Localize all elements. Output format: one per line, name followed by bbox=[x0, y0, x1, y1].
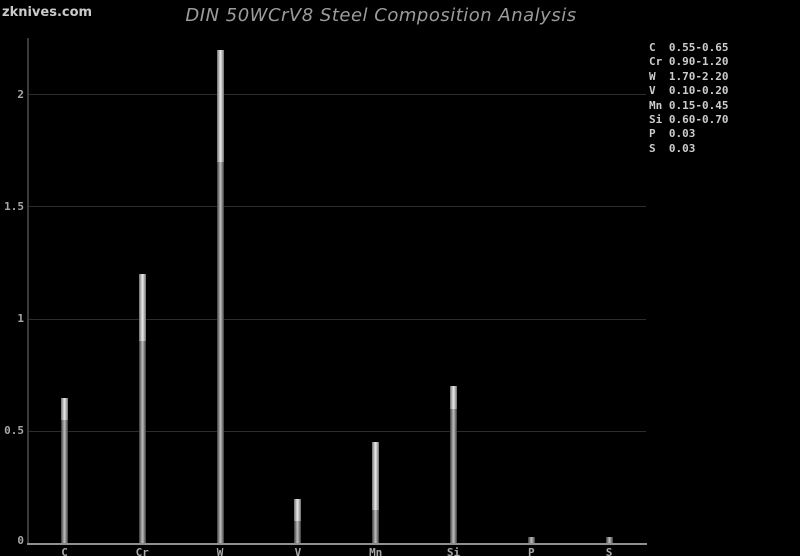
legend-line-P: P 0.03 bbox=[649, 127, 696, 141]
gridline bbox=[29, 430, 646, 432]
bar-Mn bbox=[372, 509, 380, 544]
bar-S bbox=[605, 536, 613, 544]
bar-Cr bbox=[138, 341, 146, 544]
gridline bbox=[29, 318, 646, 320]
watermark: zknives.com bbox=[2, 5, 93, 20]
page-title: DIN 50WCrV8 Steel Composition Analysis bbox=[185, 5, 577, 26]
bar-range-Cr bbox=[138, 274, 146, 342]
bar-W bbox=[216, 161, 224, 544]
bar-range-Mn bbox=[372, 442, 380, 510]
legend-line-W: W 1.70-2.20 bbox=[649, 69, 729, 83]
bar-P bbox=[527, 536, 535, 544]
x-axis-label-S: S bbox=[605, 546, 613, 556]
bar-range-W bbox=[216, 49, 224, 162]
x-axis-label-V: V bbox=[294, 546, 302, 556]
bar-range-C bbox=[61, 397, 68, 420]
y-axis-tick-label: 2 bbox=[17, 87, 24, 101]
legend-line-V: V 0.10-0.20 bbox=[649, 84, 729, 98]
y-axis-tick-label: 0 bbox=[17, 533, 24, 547]
bar-range-Si bbox=[450, 386, 457, 409]
y-axis-tick-label: 1.5 bbox=[4, 199, 24, 213]
legend: C 0.55-0.65 Cr 0.90-1.20 W 1.70-2.20 V 0.10… bbox=[649, 41, 728, 156]
legend-line-Si: Si 0.60-0.70 bbox=[649, 113, 729, 127]
bar-range-V bbox=[294, 498, 302, 522]
legend-line-S: S 0.03 bbox=[649, 141, 696, 155]
x-axis-label-Mn: Mn bbox=[369, 546, 383, 556]
x-axis-line bbox=[26, 543, 647, 545]
bar-Si bbox=[450, 408, 457, 544]
gridline bbox=[29, 206, 646, 208]
y-axis-tick-label: 0.5 bbox=[4, 424, 24, 438]
y-axis-line bbox=[26, 38, 29, 545]
x-axis-label-C: C bbox=[61, 546, 68, 556]
gridline bbox=[29, 94, 646, 95]
x-axis-label-Si: Si bbox=[446, 546, 461, 556]
legend-line-C: C 0.55-0.65 bbox=[649, 41, 729, 54]
legend-line-Mn: Mn 0.15-0.45 bbox=[649, 98, 729, 112]
bar-V bbox=[294, 521, 302, 544]
bar-C bbox=[61, 420, 68, 544]
x-axis-label-W: W bbox=[216, 546, 224, 556]
legend-line-Cr: Cr 0.90-1.20 bbox=[649, 55, 729, 69]
x-axis-label-P: P bbox=[527, 546, 535, 556]
x-axis-label-Cr: Cr bbox=[135, 546, 149, 556]
y-axis-tick-label: 1 bbox=[17, 312, 24, 325]
